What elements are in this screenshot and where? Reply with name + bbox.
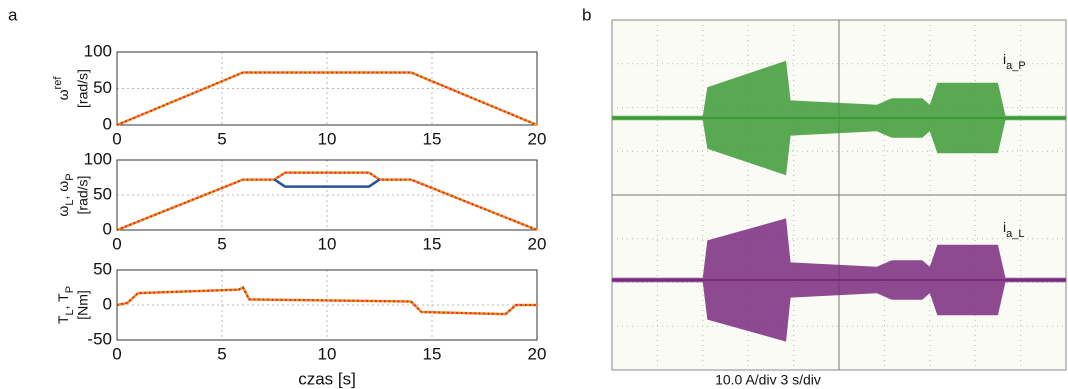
x-tick-label: 20 bbox=[528, 129, 547, 148]
x-tick-label: 15 bbox=[423, 344, 442, 363]
label-part: , T bbox=[55, 293, 71, 310]
panel-label: a bbox=[8, 5, 18, 24]
x-tick-label: 15 bbox=[423, 129, 442, 148]
scale-label: 10.0 A/div 3 s/div bbox=[715, 372, 821, 388]
x-tick-label: 10 bbox=[318, 129, 337, 148]
x-tick-label: 5 bbox=[217, 129, 226, 148]
y-label-unit: [rad/s] bbox=[75, 176, 91, 215]
label-part: a_L bbox=[1006, 228, 1024, 240]
x-tick-label: 0 bbox=[112, 344, 121, 363]
y-tick-label: 50 bbox=[93, 78, 112, 97]
panel-label: b bbox=[582, 5, 591, 24]
y-label-unit: [Nm] bbox=[75, 290, 91, 320]
x-label: czas [s] bbox=[298, 369, 356, 388]
y-tick-label: 50 bbox=[93, 259, 112, 278]
y-label-unit: [rad/s] bbox=[75, 69, 91, 108]
y-label: TL, TP bbox=[55, 286, 76, 324]
y-label: ωL, ωP bbox=[55, 173, 76, 216]
x-tick-label: 5 bbox=[217, 344, 226, 363]
y-tick-label: -50 bbox=[87, 329, 112, 348]
label-part: ω bbox=[55, 206, 71, 217]
x-tick-label: 10 bbox=[318, 344, 337, 363]
y-tick-label: 100 bbox=[84, 149, 112, 168]
y-tick-label: 0 bbox=[103, 114, 112, 133]
x-tick-label: 5 bbox=[217, 234, 226, 253]
x-tick-label: 15 bbox=[423, 234, 442, 253]
x-tick-label: 20 bbox=[528, 234, 547, 253]
label-part: a_P bbox=[1006, 60, 1026, 72]
x-tick-label: 20 bbox=[528, 344, 547, 363]
label-part: , ω bbox=[55, 181, 71, 200]
y-tick-label: 50 bbox=[93, 184, 112, 203]
y-tick-label: 100 bbox=[84, 41, 112, 60]
x-tick-label: 0 bbox=[112, 129, 121, 148]
y-tick-label: 0 bbox=[103, 219, 112, 238]
label-part: ω bbox=[55, 89, 71, 100]
label-part: ref bbox=[52, 76, 64, 90]
x-tick-label: 10 bbox=[318, 234, 337, 253]
x-tick-label: 0 bbox=[112, 234, 121, 253]
y-label: ωref bbox=[52, 76, 71, 101]
y-tick-label: 0 bbox=[103, 294, 112, 313]
figure: a05101520050100ωref[rad/s]05101520050100… bbox=[0, 0, 1068, 389]
